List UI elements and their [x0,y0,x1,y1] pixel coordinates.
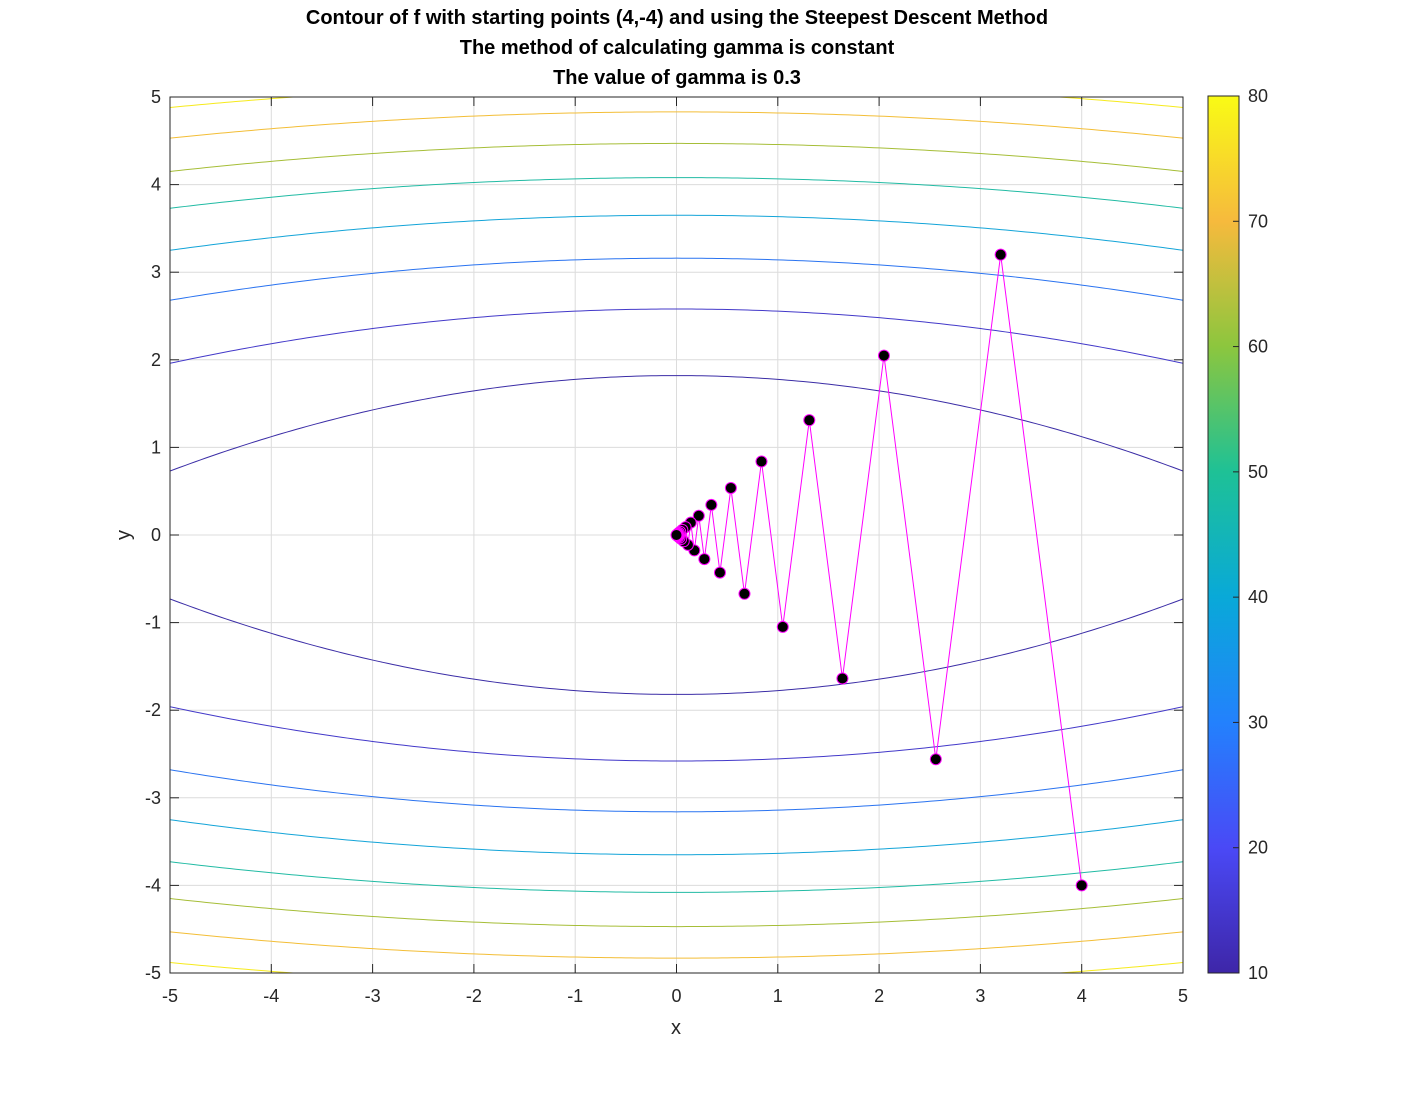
descent-point-marker [692,509,705,522]
y-tick-label: -4 [145,875,161,895]
contour-line-lower [170,819,1183,856]
x-tick-label: 2 [874,986,884,1006]
y-tick-label: -5 [145,963,161,983]
contour-line-upper [170,177,1183,209]
colorbar-tick-label: 60 [1248,337,1268,357]
descent-path [670,248,1088,892]
contour-line-lower [170,598,1183,695]
descent-point-marker [705,498,718,511]
chart-title-line-2: The method of calculating gamma is const… [459,37,895,59]
contour-lines [170,97,1183,973]
x-tick-label: -2 [466,986,482,1006]
contour-line-lower [170,931,1183,959]
y-tick-label: -2 [145,700,161,720]
y-axis-label: y [113,530,135,540]
contour-line-upper [170,257,1183,301]
x-tick-label: 3 [975,986,985,1006]
descent-point-marker [929,753,942,766]
y-tick-label: 2 [151,350,161,370]
colorbar-tick-label: 10 [1248,963,1268,983]
descent-point-marker [803,414,816,427]
descent-point-marker [724,481,737,494]
y-tick-label: 1 [151,437,161,457]
chart-title-line-1: Contour of f with starting points (4,-4)… [305,7,1049,29]
colorbar-tick-label: 30 [1248,712,1268,732]
descent-point-marker [836,672,849,685]
colorbar-tick-label: 40 [1248,587,1268,607]
contour-line-upper [170,111,1183,139]
descent-point-marker [713,566,726,579]
x-tick-label: 5 [1178,986,1188,1006]
descent-point-marker [738,587,751,600]
colorbar-tick-label: 70 [1248,211,1268,231]
y-tick-label: 5 [151,87,161,107]
descent-point-marker [994,248,1007,261]
contour-line-upper [170,308,1183,364]
descent-point-marker [877,349,890,362]
x-axis-label: x [671,1017,681,1039]
x-tick-label: -3 [365,986,381,1006]
colorbar: 10 20 30 40 50 60 70 80 [1207,86,1268,983]
x-tick-label: -5 [162,986,178,1006]
x-tick-label: 4 [1077,986,1087,1006]
colorbar-tick-label: 20 [1248,838,1268,858]
y-tick-label: 4 [151,175,161,195]
descent-point-marker [1075,879,1088,892]
x-tick-label: -4 [263,986,279,1006]
colorbar-tick-label: 50 [1248,462,1268,482]
contour-line-lower [170,706,1183,762]
descent-point-marker [670,529,683,541]
contour-line-lower [170,898,1183,928]
chart-title-line-3: The value of gamma is 0.3 [553,67,801,89]
descent-point-marker [698,553,711,566]
contour-line-upper [170,375,1183,472]
descent-point-marker [776,620,789,633]
y-tick-label: -1 [145,613,161,633]
axis-ticks: -5 -4 -3 -2 -1 0 1 2 3 4 5 -5 -4 -3 -2 -1 0 1 2 3 4 5 [145,87,1188,1006]
colorbar-tick-label: 80 [1248,86,1268,106]
y-tick-label: -3 [145,788,161,808]
x-tick-label: 1 [773,986,783,1006]
contour-line-upper [170,142,1183,172]
contour-line-lower [170,769,1183,813]
y-tick-label: 0 [151,525,161,545]
descent-point-marker [755,455,768,468]
colorbar-scale [1207,95,1240,974]
x-tick-label: 0 [671,986,681,1006]
contour-line-lower [170,861,1183,893]
x-tick-label: -1 [567,986,583,1006]
contour-line-upper [170,214,1183,251]
y-tick-label: 3 [151,262,161,282]
